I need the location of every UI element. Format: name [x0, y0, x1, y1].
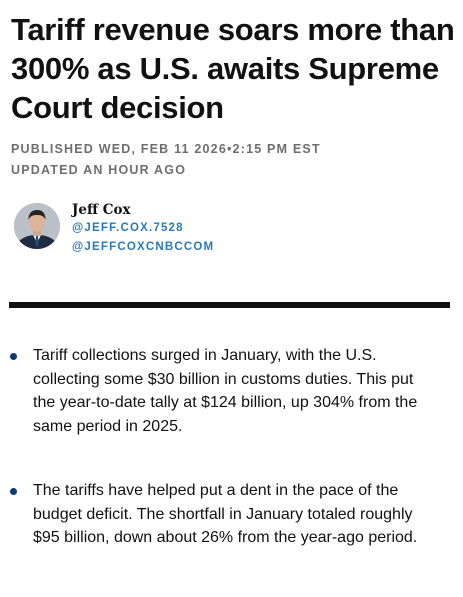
article-meta: PUBLISHED WED, FEB 11 2026•2:15 PM EST U…	[11, 139, 321, 181]
author-avatar[interactable]	[14, 203, 60, 249]
key-point-text: Tariff collections surged in January, wi…	[33, 347, 418, 435]
updated-timestamp: UPDATED AN HOUR AGO	[11, 163, 187, 177]
author-handle-link[interactable]: @JEFF.COX.7528	[72, 222, 184, 234]
published-timestamp: PUBLISHED WED, FEB 11 2026•2:15 PM EST	[11, 142, 321, 156]
article-headline: Tariff revenue soars more than 300% as U…	[11, 12, 455, 125]
bullet-icon	[10, 353, 17, 360]
author-name[interactable]: Jeff Cox	[72, 202, 131, 218]
author-portrait-icon	[14, 203, 60, 249]
author-handle-link-secondary[interactable]: @JEFFCOXCNBCCOM	[72, 241, 215, 253]
key-point-text: The tariffs have helped put a dent in th…	[33, 482, 418, 546]
section-divider	[9, 302, 450, 308]
bullet-icon	[10, 488, 17, 495]
